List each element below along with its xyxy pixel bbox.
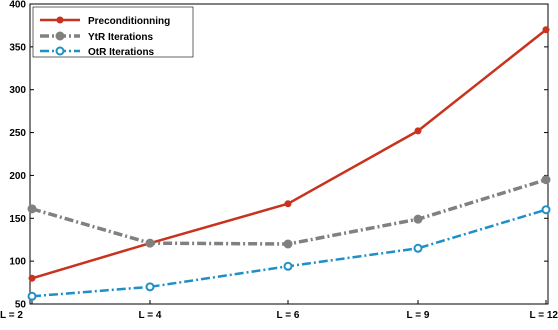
point-otr-0 (27, 291, 37, 301)
point-preconditionning-4 (542, 26, 550, 34)
point-otr-2 (283, 261, 293, 271)
legend-marker-ytr (55, 31, 65, 41)
point-ytr-0 (27, 204, 37, 214)
legend-label-preconditionning: Preconditionning (88, 16, 170, 27)
y-tick-label-7: 400 (9, 0, 26, 11)
point-ytr-1 (145, 238, 155, 248)
point-preconditionning-3 (414, 127, 422, 135)
legend-item-preconditionning: Preconditionning (40, 16, 170, 27)
legend-label-otr: OtR Iterations (88, 47, 155, 58)
point-otr-4 (541, 205, 551, 215)
y-tick-label-4: 250 (9, 128, 26, 139)
legend-label-ytr: YtR Iterations (88, 32, 153, 43)
y-axis: 50 100 150 200 250 300 350 400 (9, 0, 548, 311)
point-ytr-4 (541, 175, 551, 185)
series-otr (27, 205, 551, 301)
y-tick-label-5: 300 (9, 85, 26, 96)
series-ytr (27, 175, 551, 249)
series-line-ytr (31, 178, 547, 246)
x-tick-label-0: L = 2 (0, 310, 23, 321)
point-otr-3 (413, 243, 423, 253)
x-tick-label-1: L = 4 (139, 310, 162, 321)
point-otr-1 (145, 282, 155, 292)
y-tick-label-2: 150 (9, 214, 26, 225)
point-ytr-3 (413, 214, 423, 224)
legend-item-otr: OtR Iterations (40, 46, 155, 58)
y-tick-label-3: 200 (9, 171, 26, 182)
legend-item-ytr: YtR Iterations (40, 31, 153, 43)
y-tick-label-6: 350 (9, 42, 26, 53)
legend-marker-otr (55, 46, 65, 56)
series-layer (27, 26, 551, 301)
legend: Preconditionning YtR Iterations OtR Iter… (32, 6, 194, 58)
plot-frame (29, 3, 549, 305)
y-tick-label-0: 50 (15, 300, 27, 311)
point-ytr-2 (283, 239, 293, 249)
y-tick-label-1: 100 (9, 257, 26, 268)
series-line-otr (31, 208, 547, 298)
point-preconditionning-0 (28, 274, 36, 282)
point-preconditionning-2 (284, 200, 292, 208)
x-axis: L = 2 L = 4 L = 6 L = 9 L = 12 (0, 300, 558, 321)
x-tick-label-3: L = 9 (407, 310, 430, 321)
x-tick-label-2: L = 6 (277, 310, 300, 321)
x-tick-label-4: L = 12 (530, 310, 558, 321)
legend-marker-preconditionning (56, 16, 64, 24)
